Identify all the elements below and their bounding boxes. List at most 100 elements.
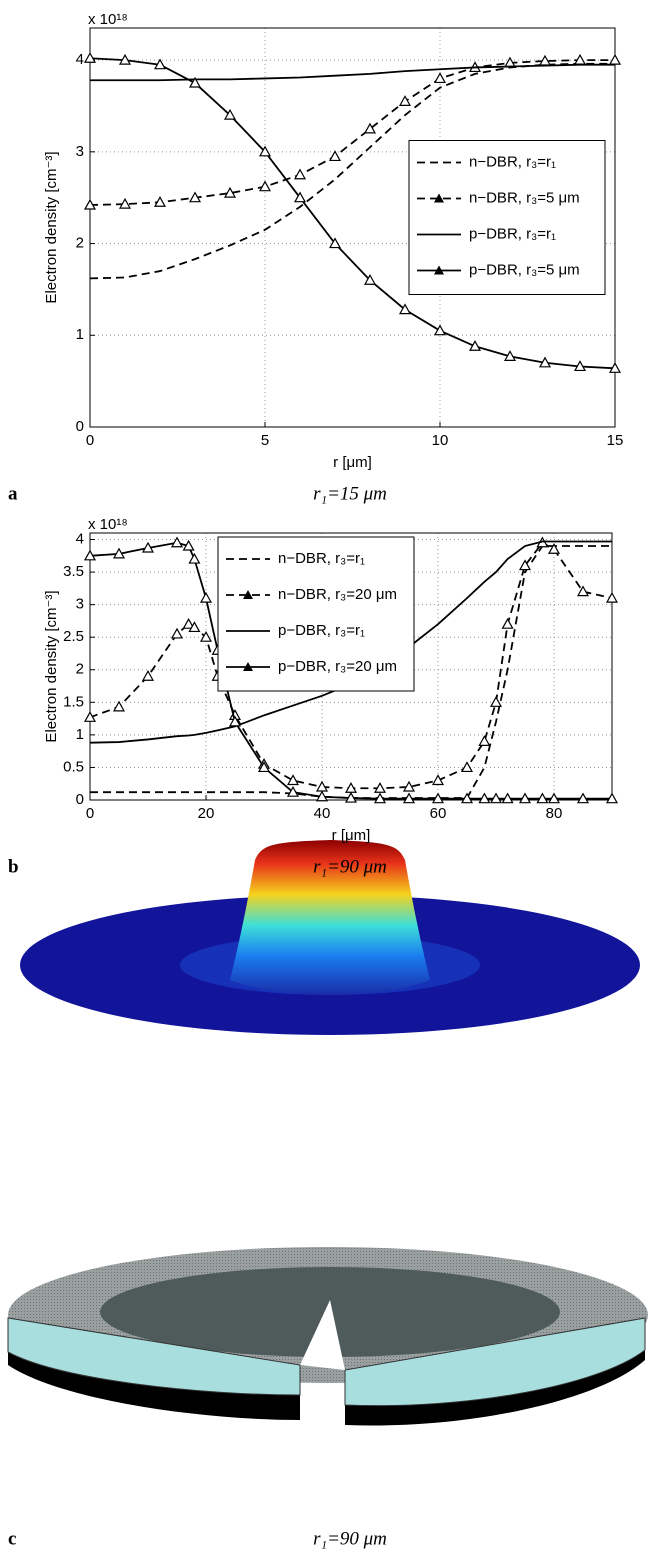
marker	[460, 792, 474, 804]
panel-letter: b	[8, 856, 19, 877]
marker	[501, 617, 514, 629]
marker	[538, 356, 552, 368]
y-tick-label: 1.5	[63, 693, 84, 710]
marker	[373, 792, 387, 804]
marker	[433, 324, 447, 336]
marker	[141, 670, 155, 681]
marker	[199, 630, 213, 642]
series-line	[90, 63, 615, 82]
y-tick-label: 2	[76, 235, 84, 252]
marker	[257, 761, 271, 773]
marker	[576, 585, 590, 597]
legend-label: n−DBR, r₃=20 μm	[278, 586, 397, 603]
marker	[402, 780, 416, 792]
legend-label: p−DBR, r₃=r₁	[278, 622, 365, 639]
marker	[344, 791, 358, 803]
legend-marker	[434, 193, 444, 203]
marker	[518, 559, 532, 571]
marker	[478, 792, 491, 804]
panel-letter: c	[8, 1528, 16, 1549]
marker	[328, 150, 342, 162]
slab-side	[7, 1317, 301, 1396]
marker	[468, 340, 482, 351]
cutout	[300, 1300, 345, 1370]
legend-label: n−DBR, r₃=r₁	[278, 550, 365, 567]
marker	[141, 541, 155, 553]
x-axis-label: r [μm]	[332, 827, 371, 844]
marker	[188, 76, 202, 88]
marker	[83, 198, 97, 210]
marker	[228, 715, 242, 727]
y-tick-label: 1	[76, 326, 84, 343]
marker	[118, 53, 132, 65]
marker	[293, 168, 307, 180]
legend-box	[408, 140, 606, 295]
marker	[118, 197, 132, 209]
marker	[573, 360, 587, 372]
marker	[112, 700, 126, 712]
y-tick-label: 2	[76, 661, 84, 678]
marker	[328, 237, 342, 249]
legend-label: p−DBR, r₃=r₁	[469, 225, 556, 242]
y-tick-label: 0	[76, 791, 84, 808]
marker	[547, 543, 561, 554]
slab-side	[344, 1317, 646, 1407]
x-tick-label: 80	[546, 805, 563, 822]
y-tick-label: 4	[76, 51, 84, 68]
y-tick-label: 4	[76, 530, 84, 547]
y-tick-label: 3	[76, 143, 84, 160]
legend-label: p−DBR, r₃=20 μm	[278, 658, 397, 675]
caption: r₁=90 μm	[313, 1528, 387, 1549]
marker	[478, 735, 491, 746]
caption: r₁=15 μm	[313, 483, 387, 504]
x-tick-label: 40	[314, 805, 331, 822]
marker	[433, 72, 447, 84]
marker	[258, 145, 272, 157]
caption: r₁=90 μm	[313, 856, 387, 877]
marker	[223, 186, 237, 198]
x-tick-label: 0	[86, 805, 94, 822]
marker	[402, 792, 416, 804]
legend-marker	[434, 265, 444, 275]
y-axis-label: Electron density [cm⁻³]	[43, 590, 60, 742]
marker	[83, 52, 97, 63]
density-bump	[230, 840, 430, 995]
series-line	[89, 57, 616, 370]
x-tick-label: 0	[86, 432, 94, 449]
marker	[286, 785, 300, 797]
marker	[199, 591, 213, 603]
legend-box	[217, 536, 415, 692]
legend-label: n−DBR, r₃=5 μm	[469, 189, 580, 206]
panel-letter: a	[8, 483, 18, 504]
marker	[608, 362, 622, 373]
marker	[489, 792, 503, 804]
panel-c-illustration	[7, 840, 648, 1426]
marker	[153, 196, 167, 207]
marker	[460, 761, 474, 773]
marker	[576, 792, 590, 804]
x-tick-label: 5	[261, 432, 269, 449]
marker	[518, 792, 532, 804]
x-tick-label: 10	[432, 432, 449, 449]
marker	[83, 711, 97, 722]
y-tick-label: 0	[76, 418, 84, 435]
exponent-label: x 10¹⁸	[88, 11, 128, 28]
marker	[503, 350, 517, 361]
marker	[373, 782, 387, 793]
plot-frame	[89, 27, 616, 428]
marker	[170, 536, 184, 548]
y-tick-label: 3.5	[63, 563, 84, 580]
marker	[293, 191, 307, 203]
x-tick-label: 20	[198, 805, 215, 822]
marker	[182, 539, 195, 551]
legend-label: n−DBR, r₃=r₁	[469, 153, 556, 170]
exponent-label: x 10¹⁸	[88, 516, 128, 533]
marker	[83, 549, 97, 561]
marker	[188, 621, 201, 633]
marker	[223, 108, 237, 120]
marker	[188, 191, 202, 203]
marker	[501, 792, 514, 804]
marker	[363, 274, 377, 285]
marker	[547, 792, 561, 804]
